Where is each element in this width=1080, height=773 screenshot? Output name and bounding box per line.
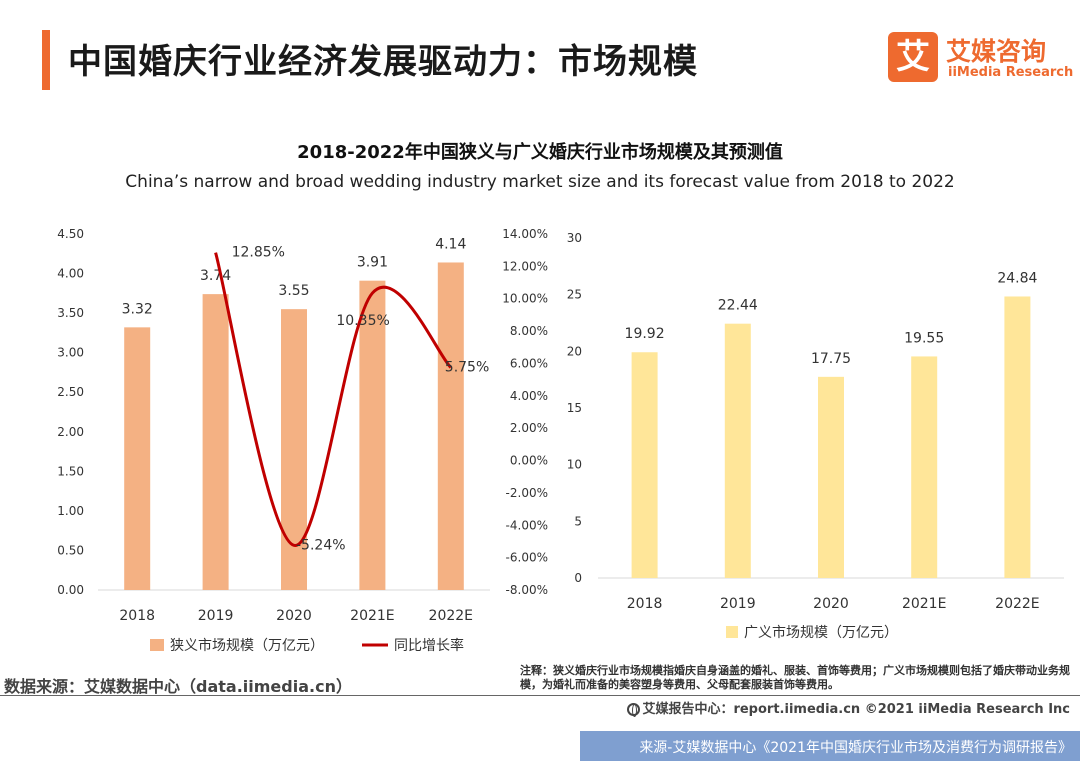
broad-x-tick-label: 2020 (813, 596, 849, 612)
chart-title: 2018-2022年中国狭义与广义婚庆行业市场规模及其预测值 (297, 142, 783, 163)
broad-market-bar (631, 352, 658, 578)
broad-bar-value-label: 19.55 (904, 330, 944, 346)
broad-y-tick-label: 15 (567, 401, 582, 415)
broad-bar-value-label: 22.44 (718, 298, 758, 314)
narrow-market-bar (281, 309, 307, 590)
broad-x-tick-label: 2022E (995, 596, 1039, 612)
left-y-tick-label: 3.00 (57, 346, 84, 360)
broad-y-tick-label: 10 (567, 458, 582, 472)
broad-y-tick-label: 20 (567, 344, 582, 358)
growth-rate-label: 5.75% (445, 360, 489, 376)
left-y-tick-label: 1.50 (57, 464, 84, 478)
left-y-tick-label: 3.50 (57, 306, 84, 320)
left-x-tick-label: 2018 (119, 608, 155, 624)
right-y-tick-label: -6.00% (506, 551, 548, 565)
left-y-tick-label: 2.50 (57, 385, 84, 399)
right-y-tick-label: 10.00% (502, 292, 548, 306)
narrow-market-bar (437, 262, 464, 590)
growth-legend-label: 同比增长率 (394, 637, 464, 654)
narrow-bar-value-label: 3.91 (357, 255, 388, 271)
bottom-banner-text: 来源-艾媒数据中心《2021年中国婚庆行业市场及消费行为调研报告》 (639, 740, 1072, 756)
narrow-legend-label: 狭义市场规模（万亿元） (170, 637, 324, 654)
logo-chinese-name: 艾媒咨询 (946, 37, 1047, 66)
right-y-tick-label: -4.00% (506, 518, 548, 532)
broad-market-bar (818, 376, 844, 578)
growth-rate-label: -5.24% (296, 537, 346, 553)
narrow-market-bar (124, 327, 151, 590)
right-y-tick-label: 4.00% (510, 389, 548, 403)
broad-market-bar (724, 323, 751, 578)
left-y-tick-label: 0.00 (57, 583, 84, 597)
logo-english-name: iiMedia Research (948, 65, 1074, 80)
globe-icon (627, 703, 641, 717)
narrow-bar-value-label: 3.55 (278, 283, 309, 299)
right-y-tick-label: -8.00% (506, 583, 548, 597)
right-y-tick-label: 0.00% (510, 454, 548, 468)
page-title: 中国婚庆行业经济发展驱动力：市场规模 (68, 42, 698, 82)
left-x-tick-label: 2022E (429, 608, 473, 624)
right-y-tick-label: 6.00% (510, 356, 548, 370)
broad-y-tick-label: 25 (567, 288, 582, 302)
broad-x-tick-label: 2018 (627, 596, 663, 612)
right-y-tick-label: 12.00% (502, 259, 548, 273)
broad-y-tick-label: 30 (567, 231, 582, 245)
broad-market-bar (1004, 296, 1031, 578)
footer-credit: 艾媒报告中心：report.iimedia.cn ©2021 iiMedia R… (627, 698, 1070, 717)
data-source: 数据来源：艾媒数据中心（data.iimedia.cn） (4, 677, 352, 696)
right-y-tick-label: 14.00% (502, 227, 548, 241)
left-x-tick-label: 2021E (350, 608, 394, 624)
broad-y-tick-label: 5 (574, 514, 582, 528)
narrow-market-bar (202, 294, 229, 590)
left-y-tick-label: 4.50 (57, 227, 84, 241)
broad-market-bar (911, 356, 938, 578)
narrow-market-bar (359, 280, 386, 590)
title-accent-bar (42, 30, 50, 90)
footer-text: 艾媒报告中心：report.iimedia.cn ©2021 iiMedia R… (642, 702, 1070, 717)
footer-divider (0, 695, 1080, 696)
bottom-banner: 来源-艾媒数据中心《2021年中国婚庆行业市场及消费行为调研报告》 (580, 731, 1080, 761)
right-y-tick-label: 8.00% (510, 324, 548, 338)
broad-bar-value-label: 17.75 (811, 351, 851, 367)
chart-note: 注释：狭义婚庆行业市场规模指婚庆自身涵盖的婚礼、服装、首饰等费用；广义市场规模则… (520, 664, 1070, 691)
left-x-tick-label: 2019 (198, 608, 234, 624)
left-y-tick-label: 1.00 (57, 504, 84, 518)
logo-mark: 艾 (888, 32, 938, 82)
chart-subtitle: China’s narrow and broad wedding industr… (125, 172, 955, 192)
left-x-tick-label: 2020 (276, 608, 312, 624)
narrow-legend-swatch (150, 639, 164, 651)
left-y-tick-label: 4.00 (57, 267, 84, 281)
broad-legend-label: 广义市场规模（万亿元） (744, 624, 898, 641)
growth-rate-label: 10.35% (336, 313, 389, 329)
broad-legend-swatch (726, 626, 738, 638)
growth-rate-line (214, 252, 452, 547)
narrow-bar-value-label: 4.14 (435, 236, 466, 252)
broad-bar-value-label: 19.92 (625, 326, 665, 342)
broad-y-tick-label: 0 (574, 571, 582, 585)
broad-x-tick-label: 2021E (902, 596, 946, 612)
growth-rate-label: 12.85% (232, 245, 285, 261)
narrow-bar-value-label: 3.74 (200, 268, 231, 284)
right-y-tick-label: -2.00% (506, 486, 548, 500)
iimedia-logo: 艾 艾媒咨询 iiMedia Research (888, 32, 1073, 86)
left-y-tick-label: 2.00 (57, 425, 84, 439)
broad-x-tick-label: 2019 (720, 596, 756, 612)
broad-bar-value-label: 24.84 (997, 270, 1037, 286)
right-y-tick-label: 2.00% (510, 421, 548, 435)
narrow-bar-value-label: 3.32 (122, 301, 153, 317)
left-y-tick-label: 0.50 (57, 543, 84, 557)
